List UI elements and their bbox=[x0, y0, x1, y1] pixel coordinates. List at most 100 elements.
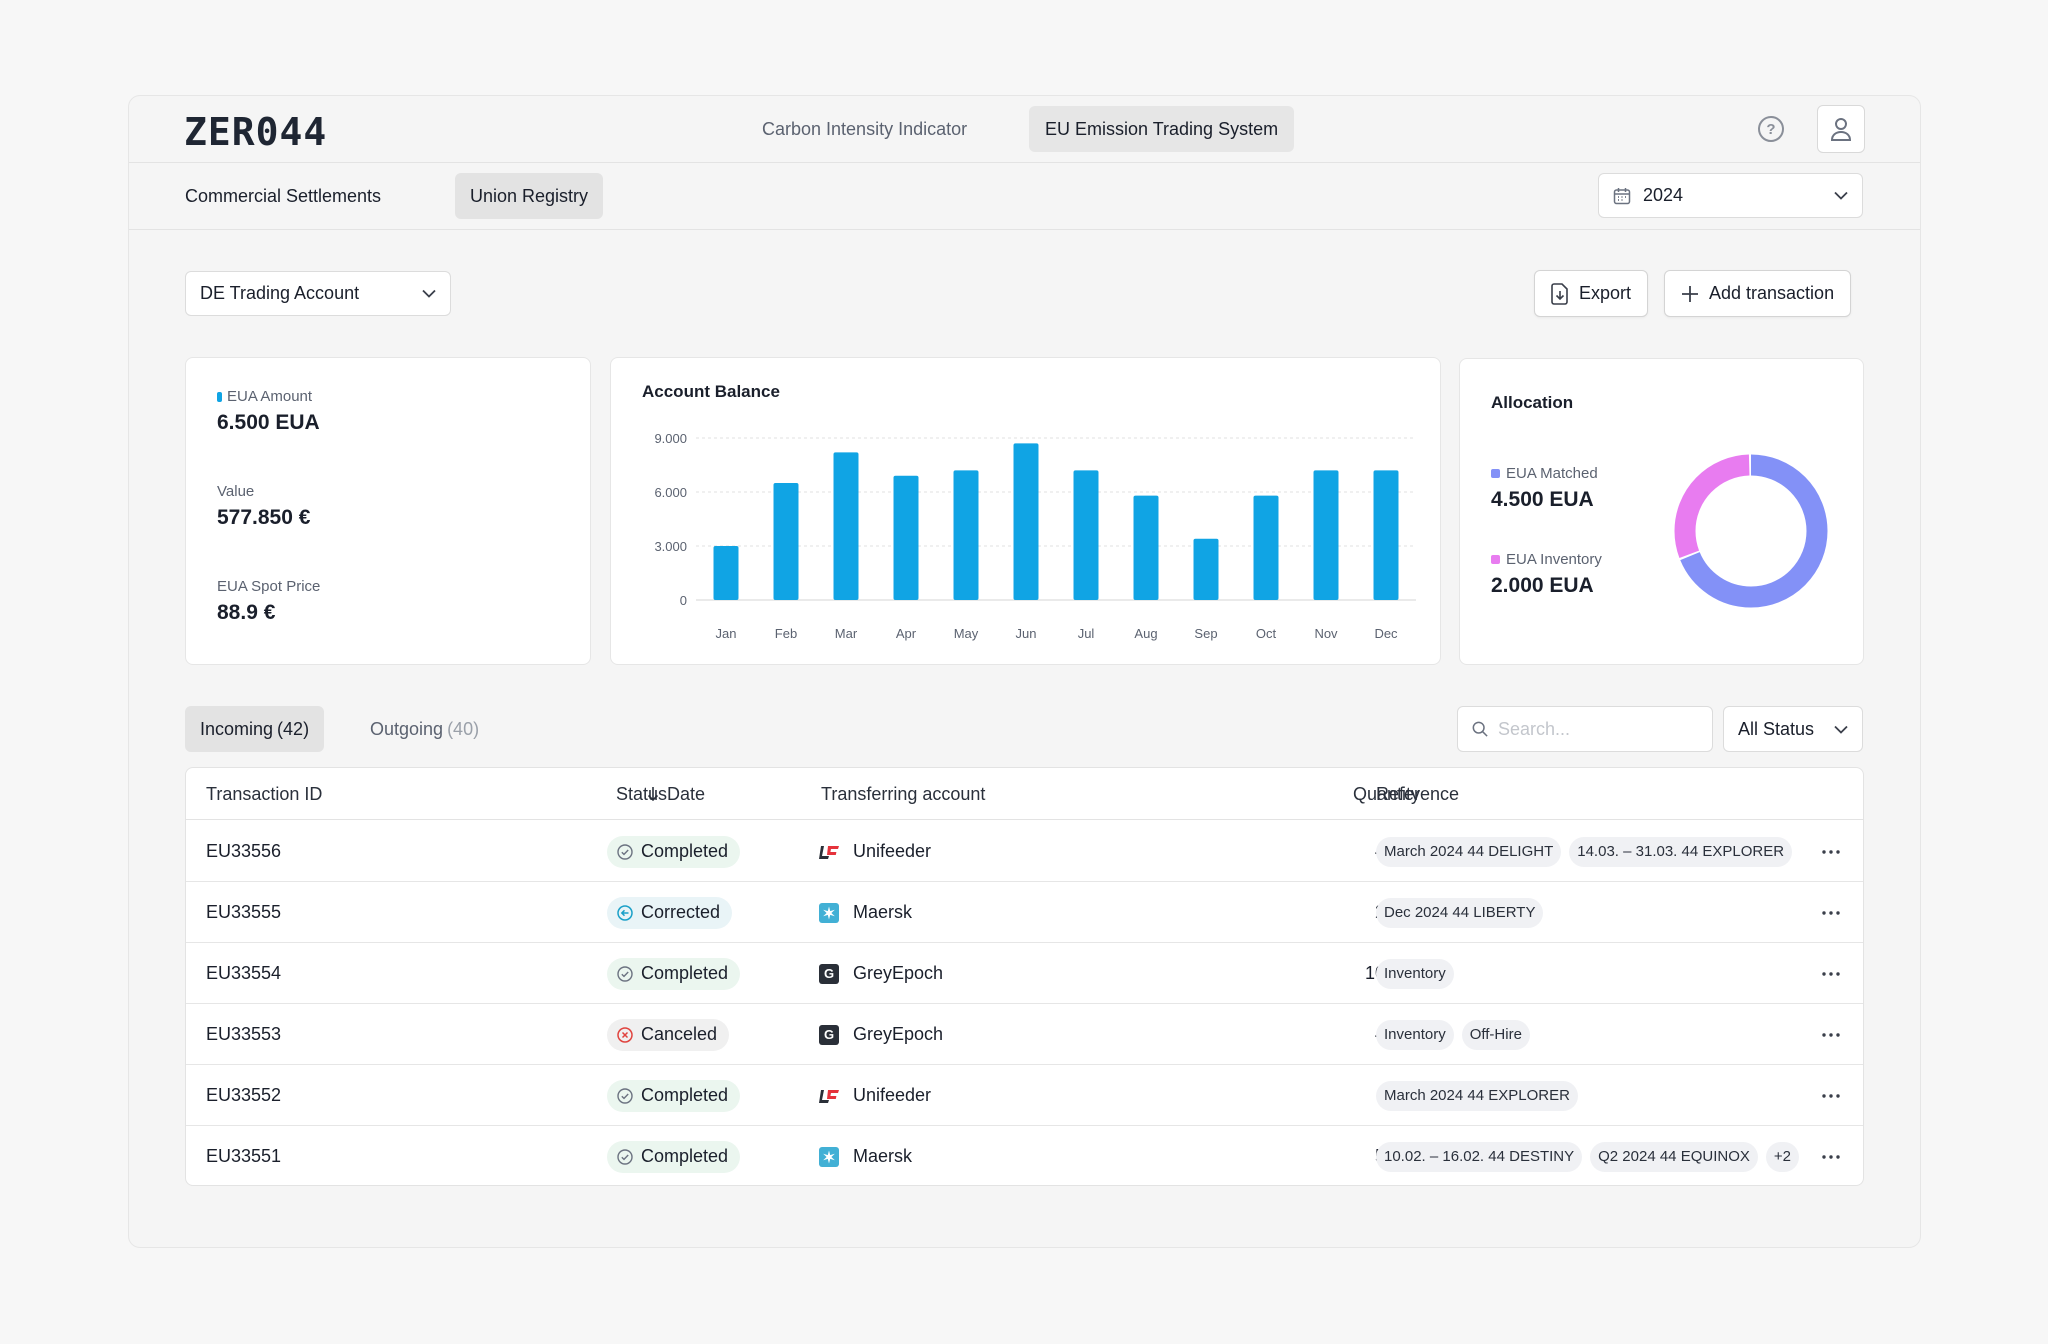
reference-chip[interactable]: March 2024 44 EXPLORER bbox=[1376, 1080, 1578, 1111]
table-row[interactable]: EU3355114.02.2024CompletedMaersk5.00010.… bbox=[186, 1126, 1863, 1185]
reference-chip[interactable]: Dec 2024 44 LIBERTY bbox=[1376, 897, 1544, 928]
row-actions-button[interactable] bbox=[1822, 882, 1840, 943]
bar-nov[interactable] bbox=[1313, 470, 1339, 600]
table-row[interactable]: EU3355314.02.2024CanceledGGreyEpoch4.000… bbox=[186, 1004, 1863, 1065]
tab-union-registry[interactable]: Union Registry bbox=[455, 173, 604, 219]
user-icon bbox=[1830, 118, 1852, 141]
year-select[interactable]: 2024 bbox=[1598, 173, 1863, 218]
user-menu-button[interactable] bbox=[1817, 105, 1865, 153]
transferring-account-cell: Maersk bbox=[819, 1126, 913, 1185]
kpi-spot-price-label: EUA Spot Price bbox=[217, 578, 321, 595]
bar-sep[interactable] bbox=[1193, 538, 1219, 600]
status-badge: Completed bbox=[607, 957, 741, 990]
row-actions-button[interactable] bbox=[1822, 1065, 1840, 1126]
table-row[interactable]: EU3355611.03.2024CompletedUnifeeder4.500… bbox=[186, 821, 1863, 882]
reference-chip[interactable]: Inventory bbox=[1376, 1019, 1454, 1050]
account-name: Maersk bbox=[853, 1146, 913, 1166]
header-transaction-id[interactable]: Transaction ID bbox=[206, 783, 323, 804]
row-actions-button[interactable] bbox=[1822, 1126, 1840, 1185]
x-tick-label: Jun bbox=[1016, 626, 1037, 641]
bar-dec[interactable] bbox=[1373, 470, 1399, 600]
x-tick-label: Nov bbox=[1314, 626, 1338, 641]
transferring-account-cell: Unifeeder bbox=[819, 821, 931, 882]
export-button[interactable]: Export bbox=[1534, 270, 1649, 317]
status-badge: Corrected bbox=[607, 896, 733, 929]
x-tick-label: Dec bbox=[1374, 626, 1398, 641]
status-cell: Completed bbox=[607, 943, 741, 1004]
status-label: Completed bbox=[641, 841, 729, 861]
header-date[interactable]: Date bbox=[503, 768, 705, 820]
reference-chip[interactable]: 10.02. – 16.02. 44 DESTINY bbox=[1376, 1141, 1583, 1172]
reference-cell: Dec 2024 44 LIBERTY bbox=[1376, 882, 1551, 943]
bar-feb[interactable] bbox=[773, 483, 799, 600]
bar-oct[interactable] bbox=[1253, 495, 1279, 600]
reference-cell: 10.02. – 16.02. 44 DESTINY Q2 2024 44 EQU… bbox=[1376, 1126, 1807, 1185]
y-tick-label: 6.000 bbox=[654, 485, 687, 500]
year-value: 2024 bbox=[1643, 185, 1684, 205]
account-name: GreyEpoch bbox=[853, 1024, 944, 1044]
search-icon bbox=[1472, 721, 1488, 737]
donut-slice-eua-matched[interactable] bbox=[1674, 454, 1828, 608]
x-tick-label: Jan bbox=[716, 626, 737, 641]
tab-incoming-count: (42) bbox=[277, 718, 310, 739]
status-label: Completed bbox=[641, 1146, 729, 1166]
reference-chip[interactable]: Q2 2024 44 EQUINOX bbox=[1590, 1141, 1758, 1172]
file-download-icon bbox=[1551, 282, 1568, 305]
row-actions-button[interactable] bbox=[1822, 821, 1840, 882]
reference-cell: March 2024 44 DELIGHT 14.03. – 31.03. 44 … bbox=[1376, 821, 1800, 882]
transferring-account-cell: Unifeeder bbox=[819, 1065, 931, 1126]
completed-icon bbox=[617, 1087, 633, 1104]
status-filter-select[interactable]: All Status bbox=[1723, 706, 1863, 752]
more-horizontal-icon bbox=[1822, 910, 1840, 915]
x-tick-label: Oct bbox=[1256, 626, 1277, 641]
bar-may[interactable] bbox=[953, 470, 979, 600]
more-references-chip[interactable]: +2 bbox=[1765, 1141, 1799, 1172]
search-input[interactable] bbox=[1498, 718, 1698, 740]
y-tick-label: 3.000 bbox=[654, 539, 687, 554]
allocation-inventory: EUA Inventory 2.000 EUA bbox=[1491, 551, 1602, 598]
y-tick-label: 9.000 bbox=[654, 431, 687, 446]
table-row[interactable]: EU3355214.02.2024CompletedUnifeeder500Ma… bbox=[186, 1065, 1863, 1126]
bar-aug[interactable] bbox=[1133, 495, 1159, 600]
bar-jan[interactable] bbox=[713, 546, 739, 600]
brand-logo[interactable]: ZER044 bbox=[184, 110, 328, 154]
row-actions-button[interactable] bbox=[1822, 1004, 1840, 1065]
kpi-spot-price-value: 88.9 € bbox=[217, 601, 276, 624]
table-row[interactable]: EU3355514.02.2024CorrectedMaersk2.500Dec… bbox=[186, 882, 1863, 943]
kpi-card: EUA Amount 6.500 EUA Value 577.850 € EUA… bbox=[185, 357, 591, 665]
tab-carbon-intensity-indicator[interactable]: Carbon Intensity Indicator bbox=[762, 118, 968, 139]
header-status[interactable]: Status bbox=[616, 783, 668, 804]
add-transaction-button[interactable]: Add transaction bbox=[1664, 270, 1852, 317]
tab-commercial-settlements[interactable]: Commercial Settlements bbox=[185, 185, 382, 206]
allocation-title: Allocation bbox=[1491, 393, 1574, 412]
tab-incoming[interactable]: Incoming (42) bbox=[185, 706, 325, 752]
sort-down-icon bbox=[647, 787, 659, 802]
table-row[interactable]: EU3355409.03.2024CompletedGGreyEpoch10.0… bbox=[186, 943, 1863, 1004]
top-bar: ZER044 Carbon Intensity Indicator EU Emi… bbox=[129, 96, 1920, 163]
x-tick-label: Sep bbox=[1194, 626, 1217, 641]
row-actions-button[interactable] bbox=[1822, 943, 1840, 1004]
reference-chip[interactable]: March 2024 44 DELIGHT bbox=[1376, 836, 1562, 867]
bar-jul[interactable] bbox=[1073, 470, 1099, 600]
unifeeder-logo-icon bbox=[819, 1086, 839, 1106]
reference-chip[interactable]: Inventory bbox=[1376, 958, 1454, 989]
header-quantity[interactable]: Quantity bbox=[1352, 783, 1420, 804]
kpi-eua-amount: EUA Amount 6.500 EUA bbox=[217, 388, 320, 435]
account-select[interactable]: DE Trading Account bbox=[185, 271, 451, 316]
header-transferring-account[interactable]: Transferring account bbox=[821, 783, 986, 804]
kpi-value-value: 577.850 € bbox=[217, 506, 311, 529]
donut-slice-eua-inventory[interactable] bbox=[1674, 454, 1828, 608]
tab-eu-emission-trading-system[interactable]: EU Emission Trading System bbox=[1029, 106, 1295, 152]
reference-chip[interactable]: 14.03. – 31.03. 44 EXPLORER bbox=[1569, 836, 1793, 867]
tab-outgoing[interactable]: Outgoing (40) bbox=[355, 706, 494, 752]
header-reference[interactable]: Reference bbox=[1376, 783, 1460, 804]
sub-navigation: Commercial Settlements Union Registry 20… bbox=[129, 163, 1920, 230]
help-icon[interactable]: ? bbox=[1758, 116, 1784, 142]
bar-mar[interactable] bbox=[833, 452, 859, 600]
reference-chip[interactable]: Off-Hire bbox=[1461, 1019, 1530, 1050]
bar-apr[interactable] bbox=[893, 475, 919, 600]
status-badge: Canceled bbox=[607, 1018, 730, 1051]
bar-jun[interactable] bbox=[1013, 443, 1039, 600]
matched-legend-swatch bbox=[1491, 469, 1500, 478]
status-cell: Completed bbox=[607, 1065, 741, 1126]
